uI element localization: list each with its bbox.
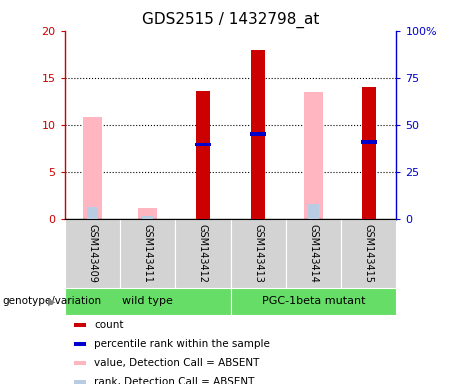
Text: count: count [94, 320, 124, 330]
Bar [142, 216, 153, 219]
Text: percentile rank within the sample: percentile rank within the sample [94, 339, 270, 349]
Bar [74, 361, 86, 366]
Bar [286, 219, 341, 288]
Bar [196, 91, 210, 219]
Text: GSM143413: GSM143413 [253, 224, 263, 283]
Bar [251, 50, 265, 219]
Bar [195, 143, 211, 146]
Bar [230, 288, 396, 315]
Text: GSM143412: GSM143412 [198, 224, 208, 283]
Bar [308, 204, 319, 219]
Bar [83, 117, 102, 219]
Bar [138, 208, 157, 219]
Title: GDS2515 / 1432798_at: GDS2515 / 1432798_at [142, 12, 319, 28]
Bar [87, 207, 98, 219]
Text: ▶: ▶ [48, 296, 55, 306]
Text: GSM143409: GSM143409 [87, 224, 97, 283]
Bar [74, 323, 86, 327]
Bar [175, 219, 230, 288]
Text: rank, Detection Call = ABSENT: rank, Detection Call = ABSENT [94, 377, 254, 384]
Bar [361, 140, 377, 144]
Text: GSM143414: GSM143414 [308, 224, 319, 283]
Bar [304, 92, 323, 219]
Bar [120, 219, 175, 288]
Bar [250, 132, 266, 136]
Text: PGC-1beta mutant: PGC-1beta mutant [262, 296, 365, 306]
Text: value, Detection Call = ABSENT: value, Detection Call = ABSENT [94, 358, 260, 368]
Bar [341, 219, 396, 288]
Text: GSM143411: GSM143411 [142, 224, 153, 283]
Bar [74, 342, 86, 346]
Bar [65, 288, 230, 315]
Bar [230, 219, 286, 288]
Text: wild type: wild type [122, 296, 173, 306]
Text: genotype/variation: genotype/variation [2, 296, 101, 306]
Text: GSM143415: GSM143415 [364, 224, 374, 283]
Bar [74, 380, 86, 384]
Bar [362, 87, 376, 219]
Bar [65, 219, 120, 288]
